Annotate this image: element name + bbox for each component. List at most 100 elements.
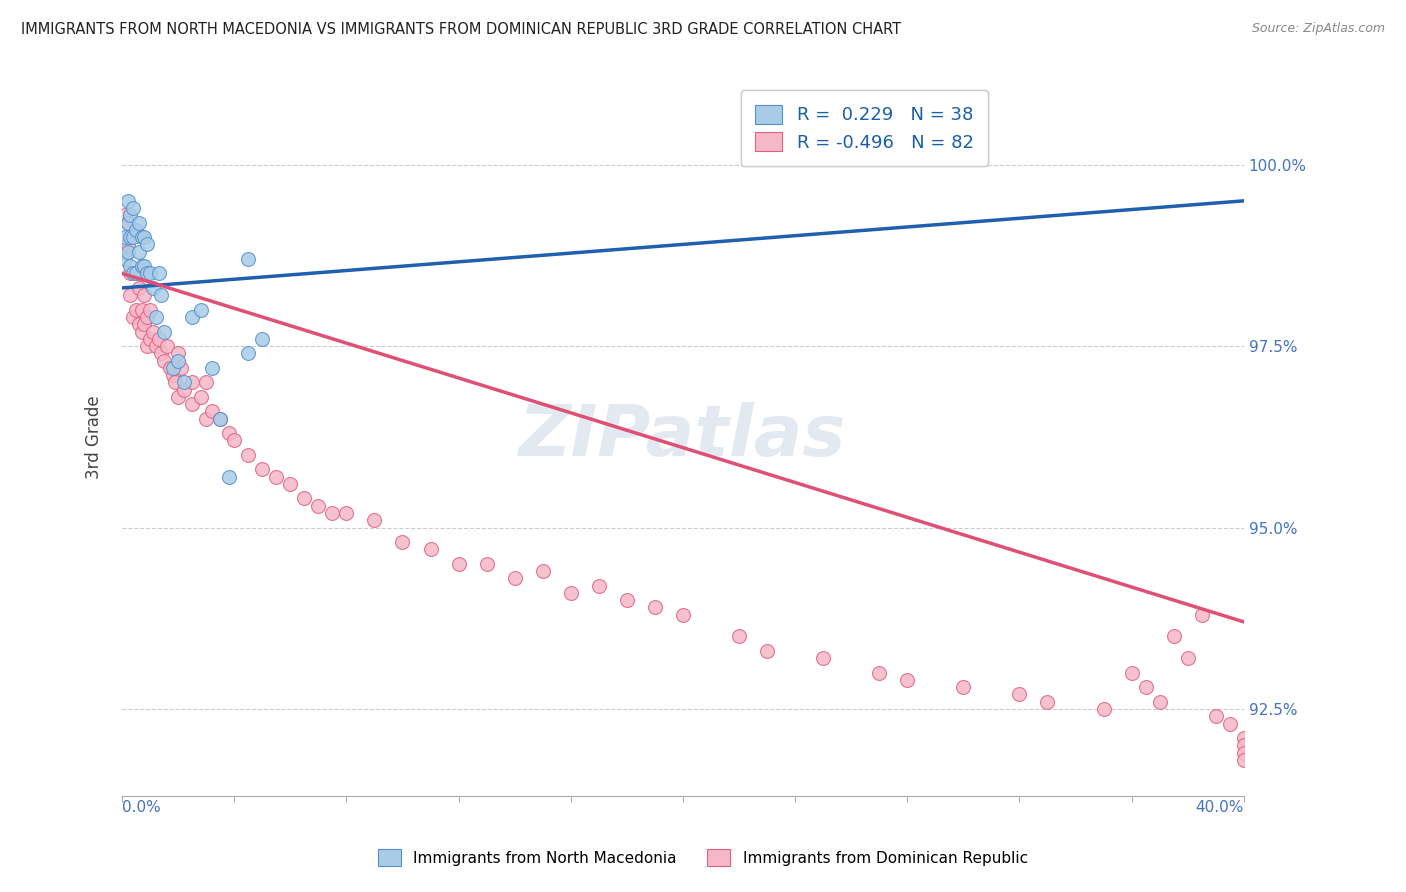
Point xyxy=(292,491,315,506)
Point xyxy=(238,448,260,462)
Point xyxy=(120,208,142,222)
Point xyxy=(307,499,329,513)
Point xyxy=(1163,629,1185,643)
Point xyxy=(218,469,240,483)
Point xyxy=(122,310,145,324)
Point xyxy=(139,267,162,281)
Point xyxy=(150,288,173,302)
Point xyxy=(125,267,148,281)
Point xyxy=(238,346,260,360)
Point xyxy=(321,506,343,520)
Point xyxy=(114,230,136,244)
Point xyxy=(1191,607,1213,622)
Point xyxy=(162,360,184,375)
Point xyxy=(153,353,176,368)
Point xyxy=(114,244,136,259)
Point xyxy=(728,629,751,643)
Point xyxy=(391,535,413,549)
Legend: Immigrants from North Macedonia, Immigrants from Dominican Republic: Immigrants from North Macedonia, Immigra… xyxy=(371,842,1035,873)
Point xyxy=(134,259,156,273)
Point xyxy=(181,376,204,390)
Point xyxy=(209,411,232,425)
Point xyxy=(218,426,240,441)
Point xyxy=(266,469,288,483)
Point xyxy=(125,302,148,317)
Point xyxy=(117,237,139,252)
Point xyxy=(120,288,142,302)
Point xyxy=(142,281,165,295)
Point xyxy=(1135,680,1157,694)
Point xyxy=(167,346,190,360)
Point xyxy=(170,360,193,375)
Point xyxy=(1219,716,1241,731)
Point xyxy=(125,267,148,281)
Point xyxy=(131,230,153,244)
Point xyxy=(139,302,162,317)
Point xyxy=(1233,731,1256,745)
Point xyxy=(145,310,167,324)
Text: IMMIGRANTS FROM NORTH MACEDONIA VS IMMIGRANTS FROM DOMINICAN REPUBLIC 3RD GRADE : IMMIGRANTS FROM NORTH MACEDONIA VS IMMIG… xyxy=(21,22,901,37)
Point xyxy=(162,368,184,382)
Point xyxy=(195,376,218,390)
Point xyxy=(128,281,150,295)
Point xyxy=(167,390,190,404)
Point xyxy=(148,332,170,346)
Point xyxy=(644,600,666,615)
Point xyxy=(173,383,195,397)
Point xyxy=(131,325,153,339)
Point xyxy=(131,302,153,317)
Point xyxy=(201,360,224,375)
Point xyxy=(134,318,156,332)
Point xyxy=(560,586,582,600)
Point xyxy=(114,252,136,266)
Point xyxy=(1233,739,1256,753)
Point xyxy=(363,513,385,527)
Point xyxy=(531,564,554,578)
Point xyxy=(1092,702,1115,716)
Point xyxy=(1177,651,1199,665)
Point xyxy=(117,216,139,230)
Point xyxy=(120,267,142,281)
Legend: R =  0.229   N = 38, R = -0.496   N = 82: R = 0.229 N = 38, R = -0.496 N = 82 xyxy=(741,90,988,166)
Text: 0.0%: 0.0% xyxy=(122,800,160,814)
Point xyxy=(128,244,150,259)
Point xyxy=(1121,665,1143,680)
Point xyxy=(252,332,274,346)
Point xyxy=(201,404,224,418)
Point xyxy=(125,223,148,237)
Point xyxy=(131,259,153,273)
Point xyxy=(335,506,357,520)
Point xyxy=(447,557,470,571)
Point xyxy=(159,360,181,375)
Point xyxy=(142,325,165,339)
Point xyxy=(120,259,142,273)
Point xyxy=(209,411,232,425)
Point xyxy=(224,434,246,448)
Point xyxy=(120,230,142,244)
Point xyxy=(145,339,167,353)
Point xyxy=(756,644,779,658)
Point xyxy=(190,390,212,404)
Point xyxy=(136,267,159,281)
Point xyxy=(136,237,159,252)
Point xyxy=(117,194,139,208)
Point xyxy=(156,339,179,353)
Point xyxy=(503,571,526,585)
Point xyxy=(238,252,260,266)
Point xyxy=(139,332,162,346)
Point xyxy=(114,208,136,222)
Point xyxy=(190,302,212,317)
Point xyxy=(148,267,170,281)
Text: ZIPatlas: ZIPatlas xyxy=(519,402,846,471)
Point xyxy=(419,542,441,557)
Point xyxy=(122,201,145,215)
Point xyxy=(122,230,145,244)
Point xyxy=(136,310,159,324)
Text: Source: ZipAtlas.com: Source: ZipAtlas.com xyxy=(1251,22,1385,36)
Point xyxy=(165,376,187,390)
Point xyxy=(616,593,638,607)
Point xyxy=(181,310,204,324)
Point xyxy=(1233,753,1256,767)
Point xyxy=(167,353,190,368)
Point xyxy=(1149,695,1171,709)
